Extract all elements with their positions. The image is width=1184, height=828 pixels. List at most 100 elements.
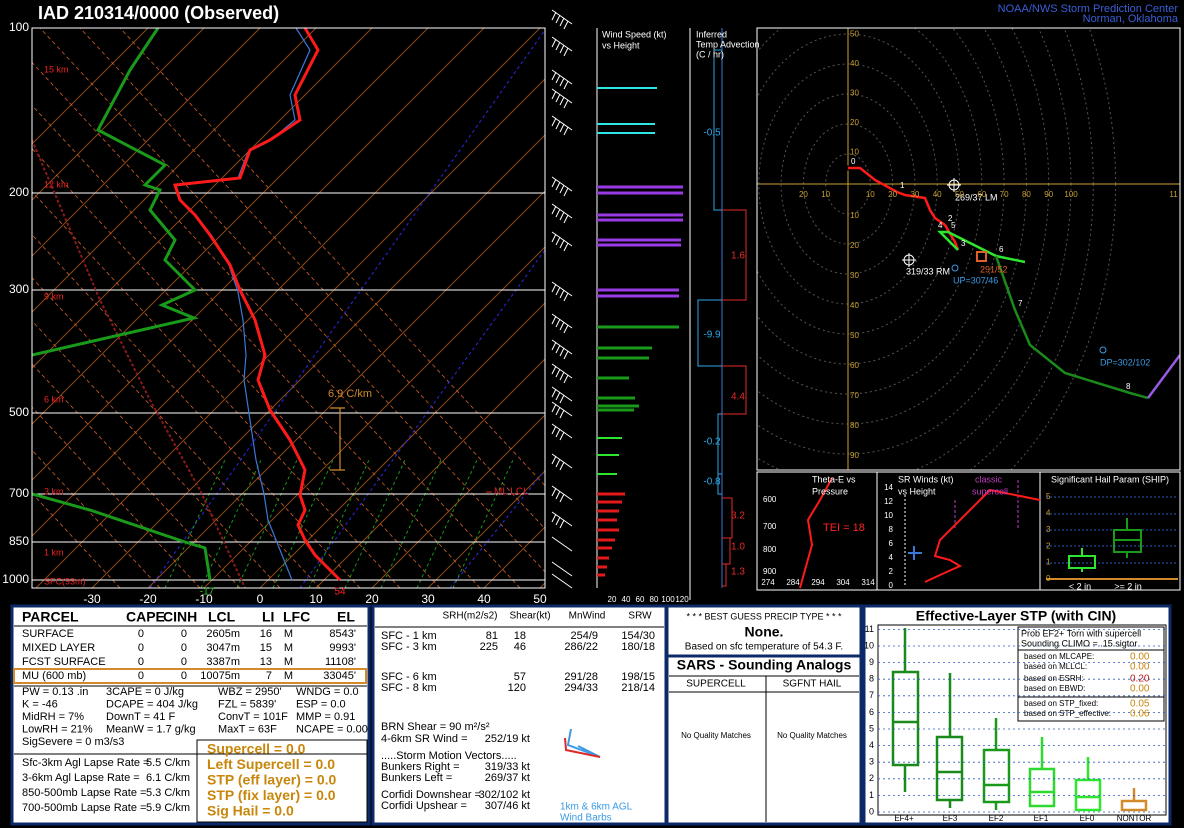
kin-cell: SFC - 6 km <box>381 671 437 683</box>
parcel-cell: 13 <box>260 656 272 668</box>
isotherm <box>91 134 545 588</box>
wind-barb <box>551 203 573 224</box>
sars-column: SUPERCELL <box>686 679 746 690</box>
parcel-header: PARCEL <box>22 609 79 625</box>
sr-y: 14 <box>884 483 893 492</box>
stp-legend: Sounding CLIMO = .15 sigtor <box>1021 638 1137 648</box>
composite: Supercell = 0.0 <box>207 741 306 757</box>
wind-barb <box>551 313 573 334</box>
hodo-point-label: 6 <box>999 245 1004 254</box>
lapse-value: 5.9 C/km <box>146 802 190 814</box>
sars-match: No Quality Matches <box>681 731 751 740</box>
hodo-y-label: 50 <box>850 30 859 39</box>
stp-x: EF4+ <box>894 814 914 823</box>
height-label: 6 km <box>44 394 64 404</box>
hodo-x-label: 100 <box>1064 190 1078 199</box>
parcel-cell: 0 <box>138 628 144 640</box>
temp-label: 30 <box>421 592 435 606</box>
thetae-y: 900 <box>763 567 777 576</box>
motion-value: 269/37 kt <box>485 772 530 784</box>
hodo-point-label: 2 <box>948 214 953 223</box>
pressure-label: 200 <box>9 185 29 199</box>
hodo-x-label: 60 <box>977 190 986 199</box>
sr-y: 4 <box>889 553 894 562</box>
adv-title: Inferred <box>696 29 727 39</box>
stp-y: 10 <box>864 640 874 650</box>
precip-type: None. <box>745 624 784 640</box>
wind-barb <box>551 536 573 552</box>
stp-y: 1 <box>869 790 874 800</box>
stp-x: NONTOR <box>1117 814 1152 823</box>
precip-title: * * * BEST GUESS PRECIP TYPE * * * <box>686 611 842 621</box>
kin-cell: 286/22 <box>564 641 598 653</box>
wind-barb <box>551 453 573 471</box>
stp-legend-label: based on MLCAPE: <box>1024 652 1094 661</box>
wind-axis-label: 60 <box>636 595 645 604</box>
wind-barb <box>551 561 573 577</box>
wind-axis-label: 120 <box>675 595 689 604</box>
dry-adiabat <box>32 449 161 588</box>
hodograph-traces <box>976 251 987 262</box>
hodo-y-label: 10 <box>850 148 859 157</box>
sr-y: 12 <box>884 497 893 506</box>
ship-y: 2 <box>1046 541 1051 550</box>
parcel-header: LFC <box>283 609 310 625</box>
wind-barb <box>551 115 573 136</box>
sars-column: SGFNT HAIL <box>783 679 842 690</box>
lapse-label: 850-500mb Lapse Rate = <box>22 787 146 799</box>
hodo-x-label: 11 <box>1169 190 1178 199</box>
hodo-x-label: 40 <box>933 190 942 199</box>
index-cell: LowRH = 21% <box>22 723 93 735</box>
inset-frames <box>924 488 1041 583</box>
hodo-x-label: 80 <box>1022 190 1031 199</box>
bottom-panels <box>566 728 601 758</box>
stp-y: 7 <box>869 690 874 700</box>
stp-x: EF0 <box>1080 814 1095 823</box>
lapse-label: 3-6km Agl Lapse Rate = <box>22 772 140 784</box>
wetbulb-line <box>449 469 545 588</box>
wind-barb <box>551 573 573 589</box>
ship-y: 0 <box>1046 574 1051 583</box>
stp-legend-label: based on STP_fixed: <box>1024 699 1098 708</box>
stp-y: 2 <box>869 773 874 783</box>
wind-speed-panel <box>597 185 683 298</box>
hodo-x-label: 10 <box>866 190 875 199</box>
wind-barb <box>551 511 573 529</box>
parcel-cell: 8543' <box>329 628 356 640</box>
hodo-y-label: 20 <box>850 118 859 127</box>
stp-legend-label: based on EBWD: <box>1024 684 1085 693</box>
wind-axis-label: 80 <box>650 595 659 604</box>
parcel-header: CAPE <box>126 609 165 625</box>
bottom-panels <box>13 668 367 684</box>
advection-value: 4.4 <box>731 392 745 403</box>
up-label: UP=307/46 <box>953 275 998 285</box>
pressure-label: 100 <box>9 20 29 34</box>
rm-label: 319/33 RM <box>906 266 950 276</box>
height-label: 3 km <box>44 486 64 496</box>
hodograph-traces <box>1099 346 1107 354</box>
hodo-point-label: 3 <box>961 239 966 248</box>
stp-plot <box>935 673 964 808</box>
hodograph-traces <box>994 255 1149 400</box>
composite: STP (eff layer) = 0.0 <box>207 772 337 788</box>
index-cell: PW = 0.13 .in <box>22 686 88 698</box>
hodo-y-label: 70 <box>850 391 859 400</box>
stp-y: 3 <box>869 757 874 767</box>
skew-t-profiles <box>32 139 246 588</box>
parcel-cell: 0 <box>138 656 144 668</box>
skew-t-profiles <box>32 28 345 588</box>
bottom-panels <box>665 654 863 826</box>
stp-legend-value: 0.00 <box>1130 652 1150 663</box>
wind-barb <box>551 176 573 197</box>
tei: TEI = 18 <box>823 522 865 534</box>
parcel-cell: 9993' <box>329 642 356 654</box>
lapse-value: 5.3 C/km <box>146 787 190 799</box>
barb-note: 1km & 6km AGL <box>560 802 633 813</box>
wind-axis-label: 20 <box>608 595 617 604</box>
stp-x: EF1 <box>1034 814 1049 823</box>
hodo-x-label: 20 <box>888 190 897 199</box>
advection-value: 1.0 <box>731 542 745 553</box>
kin-cell: SFC - 1 km <box>381 630 437 642</box>
kin-header: MnWind <box>569 611 606 622</box>
